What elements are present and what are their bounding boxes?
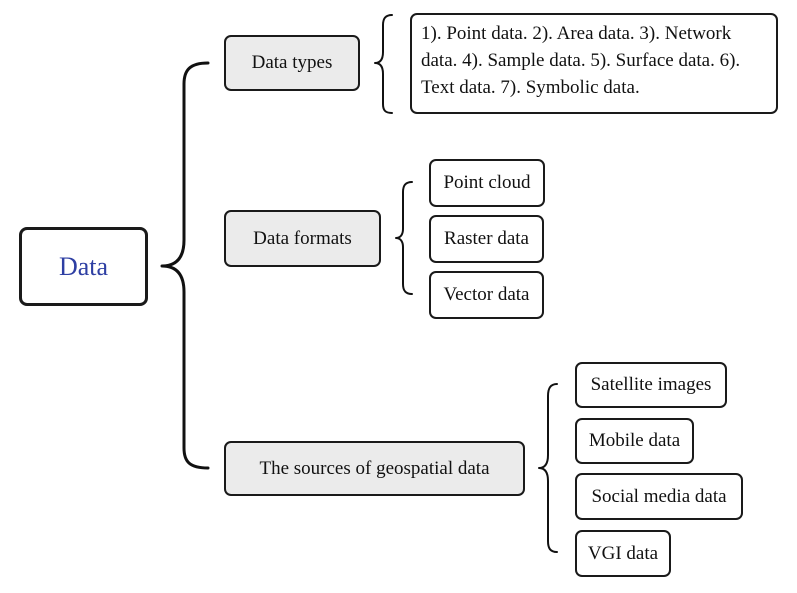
- leaf-vector-data: Vector data: [429, 271, 544, 319]
- leaf-label: Mobile data: [588, 430, 681, 451]
- sources-brace: [538, 383, 558, 553]
- leaf-label: Vector data: [443, 284, 530, 305]
- data-types-list: 1). Point data. 2). Area data. 3). Netwo…: [410, 13, 778, 114]
- data-types-brace: [374, 14, 393, 114]
- leaf-satellite-images: Satellite images: [575, 362, 727, 408]
- root-node: Data: [19, 227, 148, 306]
- leaf-label: Social media data: [591, 485, 727, 507]
- root-brace: [160, 61, 210, 470]
- leaf-raster-data: Raster data: [429, 215, 544, 263]
- category-sources: The sources of geospatial data: [224, 441, 525, 496]
- leaf-label: Point cloud: [443, 172, 531, 193]
- data-formats-brace: [395, 181, 413, 295]
- category-data-formats: Data formats: [224, 210, 381, 267]
- leaf-social-media-data: Social media data: [575, 473, 743, 520]
- category-label: Data types: [251, 52, 333, 73]
- leaf-mobile-data: Mobile data: [575, 418, 694, 464]
- category-label: The sources of geospatial data: [259, 457, 490, 479]
- category-data-types: Data types: [224, 35, 360, 91]
- data-types-text: 1). Point data. 2). Area data. 3). Netwo…: [421, 23, 741, 98]
- leaf-label: Raster data: [444, 228, 529, 249]
- leaf-point-cloud: Point cloud: [429, 159, 545, 207]
- leaf-vgi-data: VGI data: [575, 530, 671, 577]
- leaf-label: VGI data: [587, 542, 659, 564]
- root-label: Data: [58, 251, 109, 281]
- category-label: Data formats: [253, 227, 352, 249]
- leaf-label: Satellite images: [590, 374, 712, 395]
